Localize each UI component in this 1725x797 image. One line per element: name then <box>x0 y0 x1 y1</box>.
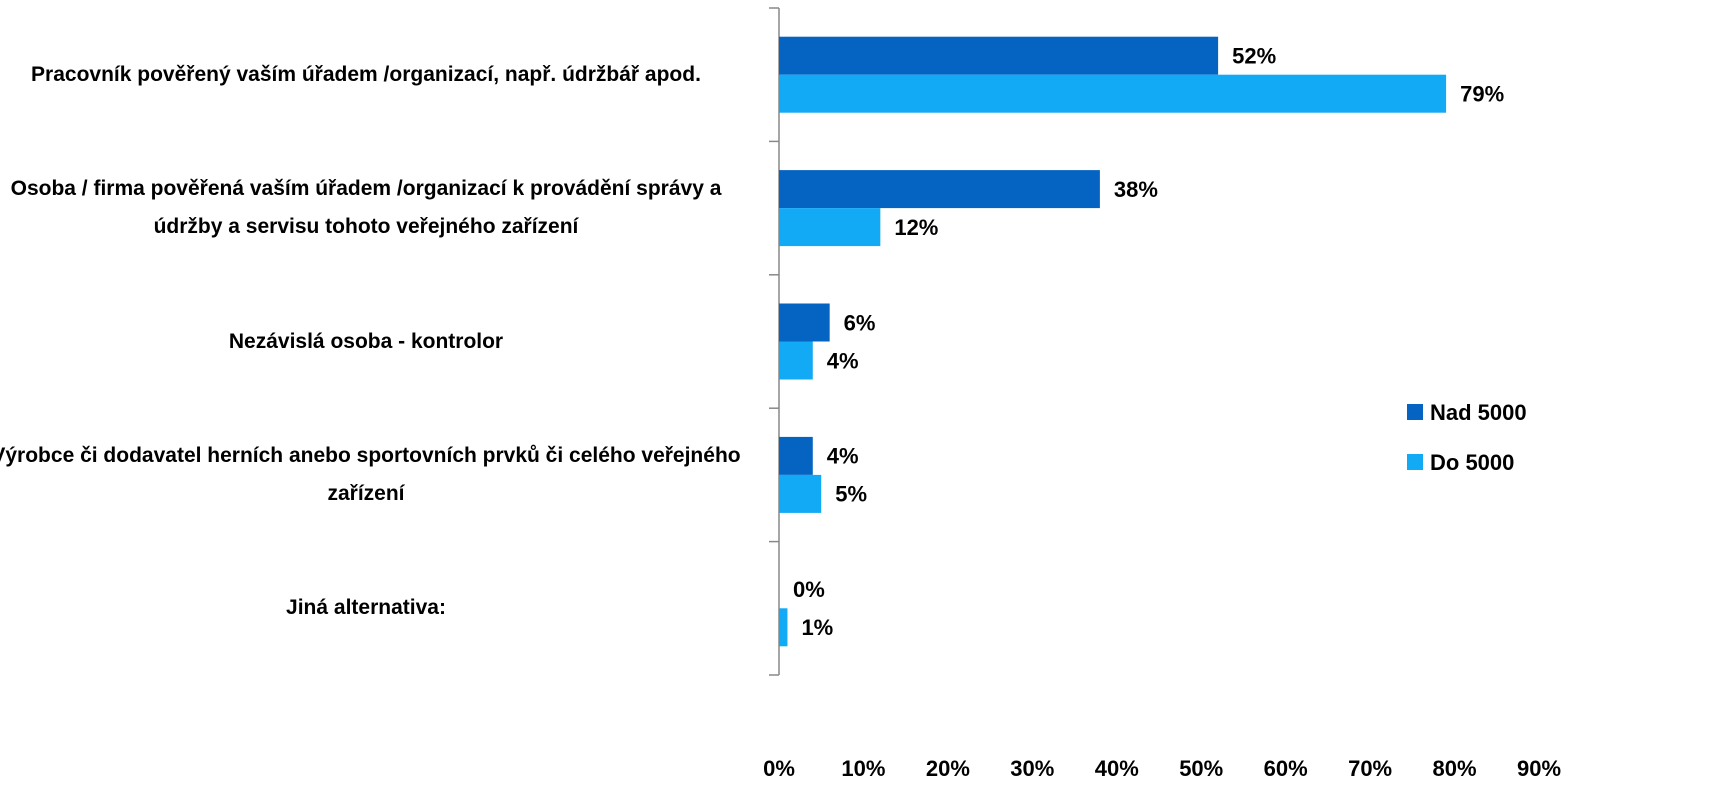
value-label: 4% <box>827 348 859 373</box>
x-tick-label: 40% <box>1095 756 1139 781</box>
legend-swatch <box>1407 454 1423 470</box>
x-tick-label: 90% <box>1517 756 1561 781</box>
bar <box>779 342 813 380</box>
x-tick-label: 80% <box>1433 756 1477 781</box>
category-label: Jiná alternativa: <box>0 589 752 627</box>
category-label: Výrobce či dodavatel herních anebo sport… <box>0 437 752 513</box>
x-tick-label: 50% <box>1179 756 1223 781</box>
x-tick-label: 0% <box>763 756 795 781</box>
bar <box>779 608 787 646</box>
category-label: Osoba / firma pověřená vaším úřadem /org… <box>0 170 752 246</box>
x-tick-label: 10% <box>841 756 885 781</box>
bar <box>779 437 813 475</box>
bar <box>779 170 1100 208</box>
x-tick-label: 20% <box>926 756 970 781</box>
value-label: 1% <box>801 615 833 640</box>
value-label: 38% <box>1114 177 1158 202</box>
x-tick-label: 60% <box>1264 756 1308 781</box>
bar <box>779 37 1218 75</box>
x-tick-label: 30% <box>1010 756 1054 781</box>
value-label: 5% <box>835 482 867 507</box>
value-label: 79% <box>1460 82 1504 107</box>
chart: 0% 10% 20% 30% 40% 50% 60% 70% 80% 90% 52% 38% 6% 4% 0… <box>0 0 1725 797</box>
value-label: 0% <box>793 577 825 602</box>
category-label: Nezávislá osoba - kontrolor <box>0 323 752 361</box>
legend-swatch <box>1407 404 1423 420</box>
legend-label: Nad 5000 <box>1430 400 1527 425</box>
bar <box>779 475 821 513</box>
value-label: 12% <box>894 215 938 240</box>
bar <box>779 208 880 246</box>
value-label: 4% <box>827 444 859 469</box>
value-label: 6% <box>844 310 876 335</box>
category-label: Pracovník pověřený vaším úřadem /organiz… <box>0 56 752 94</box>
page: {"chart_data": {"type": "hbar", "categor… <box>0 0 1725 797</box>
bar <box>779 304 830 342</box>
bar <box>779 75 1446 113</box>
value-label: 52% <box>1232 44 1276 69</box>
x-tick-label: 70% <box>1348 756 1392 781</box>
legend-label: Do 5000 <box>1430 450 1514 475</box>
